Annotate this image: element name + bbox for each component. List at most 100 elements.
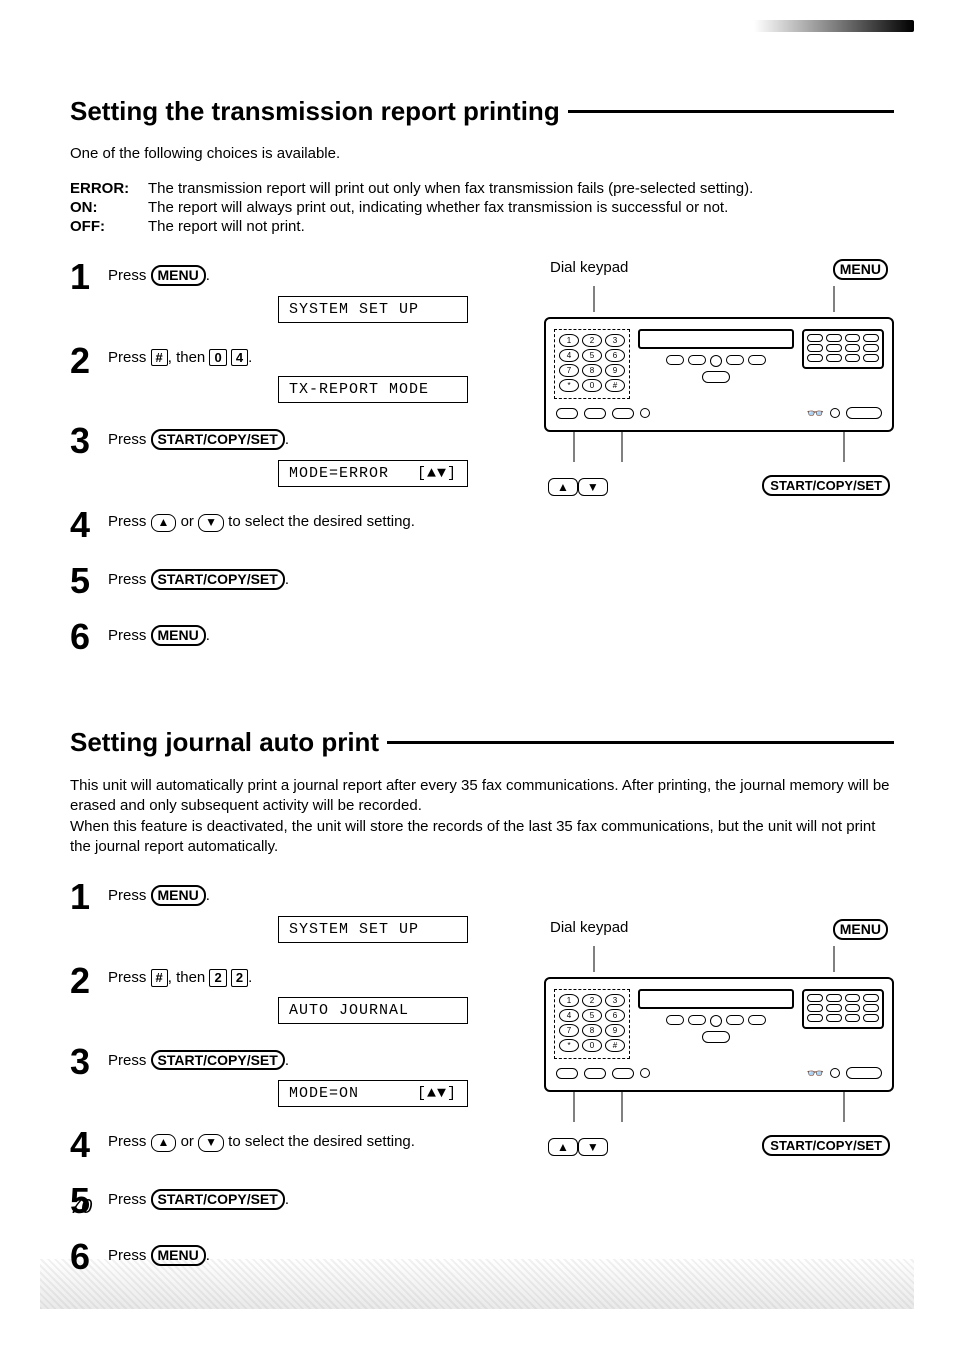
step-number: 2: [70, 343, 108, 379]
panel-bottom-row: 👓: [554, 405, 884, 422]
lcd-display: MODE=ERROR [▲▼]: [278, 460, 468, 487]
display-text: SYSTEM SET UP: [289, 301, 419, 318]
keypad-key: 3: [605, 994, 625, 1007]
dial-keypad: 123 456 789 *0#: [554, 989, 630, 1059]
step-text: Press: [108, 1052, 146, 1069]
step-text: , then: [168, 969, 206, 986]
lcd-display: AUTO JOURNAL: [278, 997, 468, 1024]
down-arrow-button-label: ▼: [578, 478, 608, 496]
hash-key: #: [151, 969, 168, 987]
section2-title: Setting journal auto print: [70, 727, 379, 758]
section1-title-rule: [568, 110, 894, 113]
start-copy-set-button: START/COPY/SET: [151, 1189, 285, 1210]
keypad-key: *: [559, 379, 579, 392]
step-6: 6 Press MENU.: [70, 619, 514, 655]
leader-lines-bottom: [544, 1092, 894, 1122]
start-copy-set-button: START/COPY/SET: [151, 1050, 285, 1071]
step-number: 3: [70, 423, 108, 459]
keypad-key: 7: [559, 364, 579, 377]
step-text: , then: [168, 349, 206, 366]
step-text: or: [181, 1133, 194, 1150]
step-number: 1: [70, 879, 108, 915]
step-2: 2 Press #, then 2 2. AUTO JOURNAL: [70, 963, 514, 1024]
keypad-key: 7: [559, 1024, 579, 1037]
step-4: 4 Press ▲ or ▼ to select the desired set…: [70, 1127, 514, 1163]
device-panel-col: Dial keypad MENU 123 456 789 *0#: [544, 259, 894, 496]
section2-title-row: Setting journal auto print: [70, 727, 894, 758]
display-text: MODE=ERROR: [289, 465, 389, 482]
panel-top-labels: Dial keypad MENU: [544, 919, 894, 946]
section2-steps: 1 Press MENU. SYSTEM SET UP 2 Press: [70, 879, 514, 1295]
keypad-key: *: [559, 1039, 579, 1052]
panel-top-labels: Dial keypad MENU: [544, 259, 894, 286]
hash-key: #: [151, 349, 168, 367]
menu-button-label: MENU: [833, 259, 888, 280]
step-1: 1 Press MENU. SYSTEM SET UP: [70, 259, 514, 323]
digit-key: 0: [209, 349, 226, 367]
dial-keypad: 123 456 789 *0#: [554, 329, 630, 399]
menu-button-label: MENU: [833, 919, 888, 940]
section1-content: 1 Press MENU. SYSTEM SET UP 2 Press #, t…: [70, 259, 894, 675]
panel-bottom-row: 👓: [554, 1065, 884, 1082]
step-number: 1: [70, 259, 108, 295]
keypad-key: 9: [605, 364, 625, 377]
keypad-key: 1: [559, 334, 579, 347]
step-4: 4 Press ▲ or ▼ to select the desired set…: [70, 507, 514, 543]
step-number: 3: [70, 1044, 108, 1080]
step-5: 5 Press START/COPY/SET.: [70, 1183, 514, 1219]
step-text: Press: [108, 969, 146, 986]
step-text: Press: [108, 267, 146, 284]
digit-key: 4: [231, 349, 248, 367]
keypad-key: #: [605, 1039, 625, 1052]
step-1: 1 Press MENU. SYSTEM SET UP: [70, 879, 514, 943]
down-arrow-button: ▼: [198, 1134, 224, 1152]
glasses-icon: 👓: [807, 405, 824, 422]
section1-definitions: ERROR:The transmission report will print…: [70, 180, 894, 235]
leader-lines-top: [544, 286, 894, 312]
device-panel-col: Dial keypad MENU 123 456 789 *0#: [544, 919, 894, 1156]
step-number: 4: [70, 507, 108, 543]
lcd-display: TX-REPORT MODE: [278, 376, 468, 403]
page-number: 70: [70, 1196, 92, 1219]
section2-title-rule: [387, 741, 894, 744]
glasses-icon: 👓: [807, 1065, 824, 1082]
panel-right: [802, 989, 884, 1033]
def-term: ON:: [70, 199, 148, 216]
keypad-key: 8: [582, 1024, 602, 1037]
step-text: Press: [108, 431, 146, 448]
down-arrow-button: ▼: [198, 514, 224, 532]
up-arrow-button: ▲: [151, 514, 177, 532]
def-term: OFF:: [70, 218, 148, 235]
def-desc: The transmission report will print out o…: [148, 180, 753, 197]
step-number: 5: [70, 563, 108, 599]
def-term: ERROR:: [70, 180, 148, 197]
up-arrow-button-label: ▲: [548, 478, 578, 496]
lcd-screen-icon: [638, 989, 794, 1009]
step-text: Press: [108, 1191, 146, 1208]
up-arrow-button-label: ▲: [548, 1138, 578, 1156]
keypad-key: 6: [605, 349, 625, 362]
def-desc: The report will not print.: [148, 218, 305, 235]
keypad-key: 2: [582, 994, 602, 1007]
step-text: Press: [108, 571, 146, 588]
step-text: Press: [108, 1133, 146, 1150]
keypad-key: 1: [559, 994, 579, 1007]
display-text: SYSTEM SET UP: [289, 921, 419, 938]
digit-key: 2: [209, 969, 226, 987]
step-text: Press: [108, 349, 146, 366]
start-copy-set-button: START/COPY/SET: [151, 429, 285, 450]
keypad-key: 4: [559, 1009, 579, 1022]
display-text: MODE=ON: [289, 1085, 359, 1102]
leader-lines-top: [544, 946, 894, 972]
step-5: 5 Press START/COPY/SET.: [70, 563, 514, 599]
lcd-display: SYSTEM SET UP: [278, 296, 468, 323]
menu-button: MENU: [151, 625, 206, 646]
device-panel: 123 456 789 *0#: [544, 977, 894, 1092]
def-desc: The report will always print out, indica…: [148, 199, 728, 216]
keypad-key: 5: [582, 1009, 602, 1022]
keypad-key: #: [605, 379, 625, 392]
dial-keypad-label: Dial keypad: [550, 919, 628, 940]
step-text: to select the desired setting.: [228, 1133, 415, 1150]
down-arrow-button-label: ▼: [578, 1138, 608, 1156]
scan-artifact-bottom: [40, 1259, 914, 1309]
